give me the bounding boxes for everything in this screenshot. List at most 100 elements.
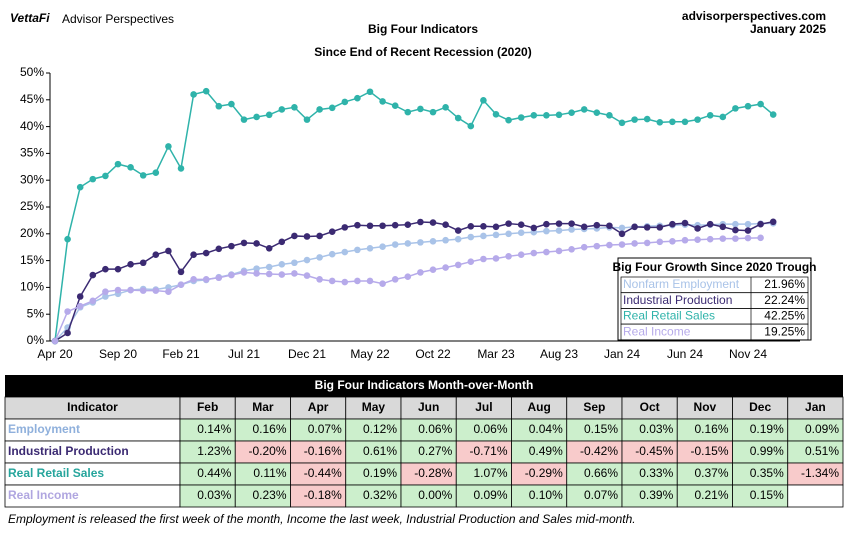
table-title-bar <box>5 375 843 397</box>
marker <box>530 249 538 257</box>
marker <box>127 286 134 294</box>
cell-value: 0.14% <box>197 422 231 436</box>
cell-value: -1.34% <box>801 466 839 480</box>
cell-value: 0.07% <box>308 422 342 436</box>
marker <box>303 256 311 264</box>
marker <box>543 227 550 235</box>
marker <box>442 264 449 271</box>
marker <box>354 277 361 285</box>
row-name: Industrial Production <box>8 444 129 458</box>
marker <box>417 105 424 113</box>
marker <box>391 241 399 248</box>
marker <box>391 276 399 283</box>
header-label: Sep <box>583 400 605 414</box>
marker <box>732 226 739 234</box>
cell-value: 0.16% <box>694 422 728 436</box>
header-label: Aug <box>527 400 550 414</box>
marker <box>454 261 462 269</box>
cell-value: -0.45% <box>635 444 673 458</box>
marker <box>492 255 500 262</box>
marker <box>467 233 475 241</box>
marker <box>341 248 349 256</box>
header-label: Jul <box>475 400 492 414</box>
marker <box>316 232 323 240</box>
marker <box>341 98 349 106</box>
marker <box>139 172 147 179</box>
cell-value: 0.07% <box>584 488 618 502</box>
marker <box>379 243 386 250</box>
marker <box>593 221 601 229</box>
y-tick-label: 45% <box>20 92 44 106</box>
marker <box>719 113 727 121</box>
marker <box>303 272 311 279</box>
marker <box>379 280 386 287</box>
marker <box>606 112 613 119</box>
marker <box>228 271 235 279</box>
marker <box>555 227 563 234</box>
marker <box>102 293 109 300</box>
marker <box>228 242 235 250</box>
marker <box>404 108 412 116</box>
marker <box>669 220 676 228</box>
marker <box>568 220 575 227</box>
cell-value: -0.42% <box>580 444 618 458</box>
marker <box>757 100 764 108</box>
cell-value: 0.51% <box>805 444 839 458</box>
row-name: Real Income <box>8 488 79 502</box>
cell-value: 0.21% <box>694 488 728 502</box>
marker <box>190 91 197 98</box>
marker <box>530 112 538 119</box>
marker <box>265 111 273 119</box>
marker <box>253 113 260 121</box>
cell <box>787 484 844 508</box>
x-tick-label: Nov 24 <box>729 347 767 361</box>
marker <box>278 261 286 268</box>
marker <box>316 276 323 283</box>
marker <box>694 236 701 243</box>
legend-name: Industrial Production <box>623 293 732 307</box>
cell-value: 0.66% <box>584 466 618 480</box>
marker <box>152 169 160 176</box>
cell-value: 0.33% <box>639 466 673 480</box>
marker <box>568 226 575 233</box>
cell-value: 1.07% <box>473 466 507 480</box>
marker <box>240 239 248 247</box>
cell-value: 0.61% <box>363 444 397 458</box>
marker <box>580 243 588 251</box>
marker <box>64 329 71 337</box>
cell-value: 1.23% <box>197 444 231 458</box>
marker <box>278 238 286 246</box>
header-label: Feb <box>197 400 218 414</box>
marker <box>769 218 777 226</box>
row-name: Employment <box>8 422 80 436</box>
marker <box>454 227 462 234</box>
x-tick-label: Jun 24 <box>667 347 703 361</box>
marker <box>719 223 727 231</box>
marker <box>190 251 197 259</box>
cell-value: -0.29% <box>525 466 563 480</box>
cell-value: 0.09% <box>805 422 839 436</box>
cell-value: 0.12% <box>363 422 397 436</box>
cell-value: -0.18% <box>304 488 342 502</box>
marker <box>505 253 512 260</box>
header-label: May <box>362 400 386 414</box>
marker <box>757 234 764 242</box>
marker <box>316 106 323 113</box>
marker <box>480 255 487 263</box>
marker <box>152 251 160 259</box>
marker <box>139 259 147 267</box>
marker <box>467 222 475 230</box>
marker <box>328 104 336 112</box>
marker <box>681 219 689 227</box>
marker <box>76 302 84 310</box>
marker <box>265 263 273 271</box>
marker <box>505 116 512 124</box>
marker <box>89 297 97 305</box>
marker <box>429 266 437 274</box>
marker <box>517 114 525 121</box>
marker <box>102 265 109 273</box>
marker <box>291 232 298 240</box>
marker <box>341 278 349 286</box>
marker <box>76 293 84 300</box>
header-label: Apr <box>308 400 329 414</box>
